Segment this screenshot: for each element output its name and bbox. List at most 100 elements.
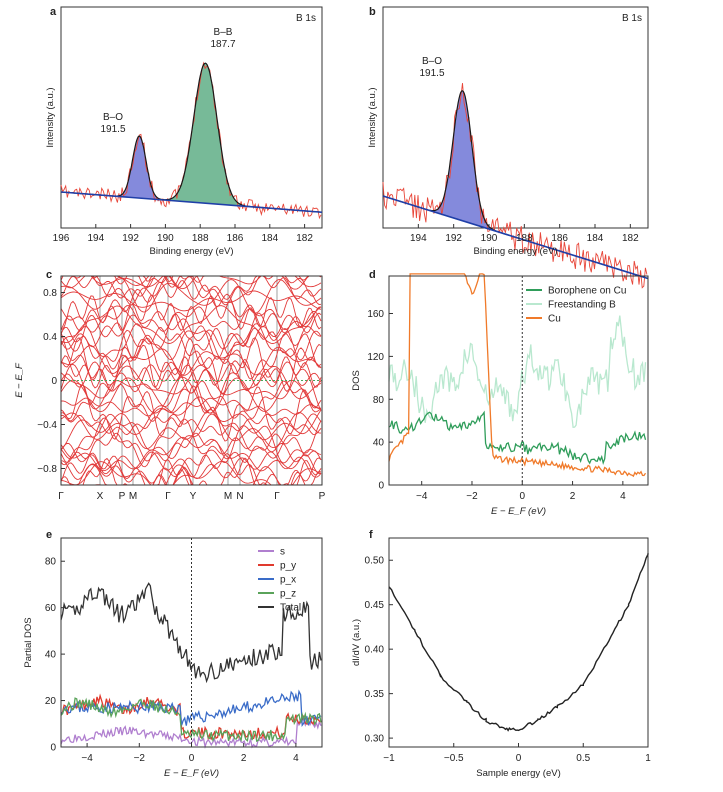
legend-label: s	[280, 547, 285, 558]
k-point-label: Γ	[165, 491, 171, 502]
y-tick-label: 0	[51, 376, 57, 387]
y-tick-label: 0.35	[365, 689, 385, 700]
x-tick-label: 0.5	[576, 753, 590, 764]
x-tick-label: 184	[261, 233, 278, 244]
x-axis-label: Sample energy (eV)	[476, 768, 560, 779]
x-tick-label: 192	[122, 233, 139, 244]
k-point-label: Y	[190, 491, 197, 502]
peak-annotation-name: B–O	[103, 112, 123, 123]
y-axis-label: Intensity (a.u.)	[45, 87, 56, 147]
peak-fill-b-b	[163, 63, 249, 207]
energy-band-line	[60, 328, 322, 381]
background-baseline	[60, 191, 323, 214]
x-tick-label: 2	[241, 753, 247, 764]
y-tick-label: 0.40	[365, 645, 385, 656]
panel-label-d: d	[369, 269, 376, 281]
x-tick-label: 188	[192, 233, 209, 244]
y-tick-label: 0.8	[43, 288, 57, 299]
peak-annotation-name: B–O	[422, 56, 442, 67]
energy-band-line	[60, 376, 322, 414]
legend-label: p_z	[280, 589, 296, 600]
y-tick-label: 0.45	[365, 600, 385, 611]
x-tick-label: −4	[416, 491, 428, 502]
x-axis-label: Binding energy (eV)	[150, 246, 234, 257]
x-tick-label: 0	[516, 753, 522, 764]
energy-band-line	[60, 290, 322, 312]
peak-annotation-value: 187.7	[210, 39, 235, 50]
series-pz	[60, 697, 322, 743]
plot-frame	[388, 275, 649, 486]
x-tick-label: 190	[481, 233, 498, 244]
k-point-label: M	[129, 491, 137, 502]
x-tick-label: 182	[622, 233, 639, 244]
x-tick-label: 182	[296, 233, 313, 244]
y-tick-label: 40	[373, 438, 385, 449]
x-tick-label: 194	[410, 233, 427, 244]
y-tick-label: 0.4	[43, 332, 57, 343]
x-tick-label: 4	[293, 753, 299, 764]
peak-annotation-name: B–B	[214, 27, 233, 38]
chart-title: B 1s	[622, 13, 642, 24]
legend-label: Borophene on Cu	[548, 286, 626, 297]
k-point-label: Γ	[274, 491, 280, 502]
legend-label: Total	[280, 603, 301, 614]
peak-annotation-value: 191.5	[419, 68, 444, 79]
x-tick-label: 194	[87, 233, 104, 244]
x-tick-label: 186	[551, 233, 568, 244]
x-tick-label: −1	[383, 753, 395, 764]
panel-c-band-structure: Γ X P M Γ Y M N Γ P0.80.40−0.4−0.8E − E_F	[14, 275, 326, 502]
energy-band-line	[60, 413, 322, 460]
plot-frame	[382, 6, 649, 229]
energy-band-line	[60, 436, 322, 484]
y-tick-label: 60	[45, 603, 57, 614]
x-tick-label: −4	[81, 753, 93, 764]
energy-band-line	[60, 277, 322, 314]
x-tick-label: 190	[157, 233, 174, 244]
x-tick-label: −2	[466, 491, 478, 502]
chart-title: B 1s	[296, 13, 316, 24]
energy-band-line	[60, 397, 322, 417]
energy-band-line	[60, 345, 322, 376]
energy-band-line	[60, 436, 322, 472]
panel-f-didv-chart: −1 −0.5 0 0.5 1 0.30 0.35 0.40 0.45 0.50 Sample en…	[351, 537, 651, 779]
energy-band-line	[60, 409, 322, 451]
energy-band-line	[60, 413, 322, 436]
legend-label: Freestanding B	[548, 300, 616, 311]
x-tick-label: 4	[620, 491, 626, 502]
legend-label: p_y	[280, 561, 296, 572]
energy-band-line	[60, 280, 322, 334]
y-tick-label: 80	[45, 557, 57, 568]
y-tick-label: 0	[50, 743, 56, 754]
y-axis-label: Intensity (a.u.)	[367, 87, 378, 147]
y-tick-label: 80	[373, 395, 385, 406]
y-tick-label: 160	[367, 309, 384, 320]
energy-band-line	[60, 312, 322, 361]
y-tick-label: 0	[378, 481, 384, 492]
series-cu	[388, 273, 647, 478]
x-axis-label: Binding energy (eV)	[474, 246, 558, 257]
energy-band-line	[60, 354, 322, 389]
x-tick-label: 184	[587, 233, 604, 244]
y-axis-label: E − E_F	[14, 362, 25, 398]
panel-label-b: b	[369, 6, 376, 18]
panel-label-c: c	[46, 269, 52, 281]
panel-label-a: a	[50, 6, 57, 18]
x-tick-label: 188	[516, 233, 533, 244]
panel-label-f: f	[369, 529, 373, 541]
k-point-label: P	[119, 491, 126, 502]
energy-band-line	[60, 311, 322, 350]
series-borophene-on-cu	[388, 410, 647, 465]
y-tick-label: 0.50	[365, 556, 385, 567]
y-axis-label: dI/dV (a.u.)	[351, 619, 362, 666]
x-tick-label: 186	[227, 233, 244, 244]
k-point-label: M	[224, 491, 232, 502]
y-tick-label: −0.4	[37, 420, 57, 431]
x-tick-label: 2	[570, 491, 576, 502]
y-tick-label: −0.8	[37, 464, 57, 475]
legend-label: p_x	[280, 575, 296, 586]
energy-band-line	[60, 432, 322, 464]
energy-band-line	[60, 361, 322, 394]
